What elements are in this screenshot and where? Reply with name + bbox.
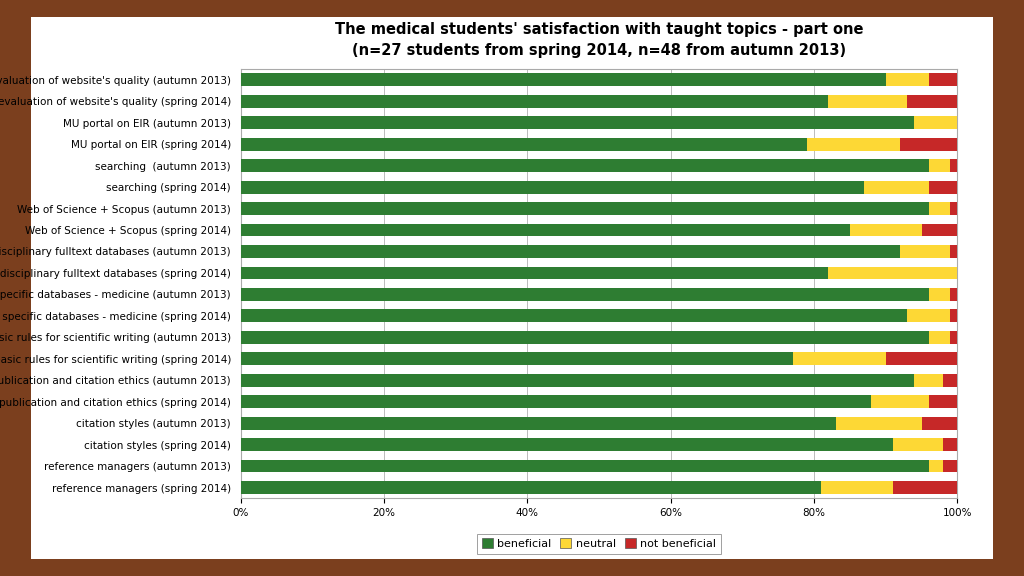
Bar <box>241 223 850 237</box>
Bar <box>821 481 893 494</box>
Bar <box>241 181 864 194</box>
Bar <box>241 202 929 215</box>
Bar <box>241 288 929 301</box>
Bar <box>914 374 943 386</box>
Bar <box>807 138 900 151</box>
Bar <box>929 73 957 86</box>
Bar <box>241 95 828 108</box>
Bar <box>914 116 957 129</box>
Bar <box>241 395 871 408</box>
Bar <box>922 416 957 430</box>
Bar <box>929 460 943 472</box>
Bar <box>950 202 957 215</box>
Bar <box>907 95 957 108</box>
Bar <box>241 353 793 365</box>
Bar <box>241 138 807 151</box>
Bar <box>929 395 957 408</box>
Bar <box>943 438 957 451</box>
Title: The medical students' satisfaction with taught topics - part one
(n=27 students : The medical students' satisfaction with … <box>335 22 863 58</box>
Bar <box>241 481 821 494</box>
Bar <box>828 267 957 279</box>
Bar <box>900 138 957 151</box>
Bar <box>929 181 957 194</box>
Bar <box>943 460 957 472</box>
Bar <box>850 223 922 237</box>
Bar <box>929 159 950 172</box>
Bar <box>950 159 957 172</box>
Bar <box>929 288 950 301</box>
Bar <box>836 416 922 430</box>
Bar <box>886 353 957 365</box>
Bar <box>864 181 929 194</box>
Bar <box>241 309 907 323</box>
Bar <box>907 309 950 323</box>
Legend: beneficial, neutral, not beneficial: beneficial, neutral, not beneficial <box>477 534 721 554</box>
Bar <box>950 288 957 301</box>
Bar <box>950 245 957 258</box>
Bar <box>929 331 950 344</box>
Bar <box>886 73 929 86</box>
Bar <box>241 438 893 451</box>
Bar <box>893 481 957 494</box>
Bar <box>241 374 914 386</box>
Bar <box>950 331 957 344</box>
Bar <box>929 202 950 215</box>
Bar <box>793 353 886 365</box>
Bar <box>241 245 900 258</box>
Bar <box>241 159 929 172</box>
Bar <box>241 416 836 430</box>
Bar <box>922 223 957 237</box>
Bar <box>241 460 929 472</box>
Bar <box>871 395 929 408</box>
Bar <box>943 374 957 386</box>
Bar <box>241 267 828 279</box>
Bar <box>241 116 914 129</box>
Bar <box>950 309 957 323</box>
Bar <box>241 73 886 86</box>
Bar <box>241 331 929 344</box>
Bar <box>828 95 907 108</box>
Bar <box>893 438 943 451</box>
Bar <box>900 245 950 258</box>
